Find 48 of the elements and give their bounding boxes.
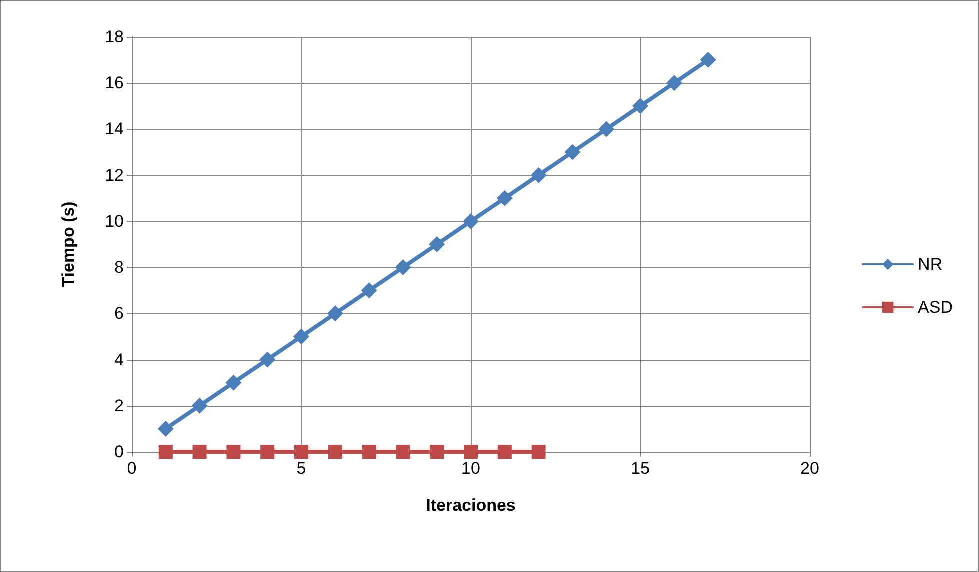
point: [294, 445, 308, 459]
y-tick-label: 10: [105, 212, 124, 231]
y-tick-label: 16: [105, 74, 124, 93]
point: [532, 445, 546, 459]
point: [598, 121, 615, 138]
point: [192, 398, 208, 414]
point: [666, 75, 682, 92]
x-tick-label: 5: [296, 459, 306, 478]
x-tick-label: 20: [800, 459, 820, 478]
point: [294, 328, 310, 345]
point: [226, 445, 241, 459]
y-tick-label: 18: [105, 28, 124, 46]
point: [463, 213, 479, 230]
y-tick-label: 0: [114, 442, 124, 462]
point: [361, 282, 378, 299]
y-axis-title: Tiempo (s): [59, 202, 78, 288]
point: [327, 306, 344, 322]
point: [564, 144, 581, 160]
y-tick-label: 2: [114, 396, 124, 416]
point: [260, 445, 275, 459]
x-tick-label: 10: [462, 459, 480, 478]
x-tick-label: 0: [127, 459, 137, 478]
point: [226, 374, 242, 391]
x-tick-label: 15: [631, 459, 650, 478]
y-tick-label: 4: [114, 350, 124, 370]
point: [260, 352, 276, 368]
point: [396, 445, 410, 459]
point: [395, 260, 412, 276]
point: [430, 445, 444, 459]
point: [429, 236, 446, 252]
point: [700, 52, 716, 68]
point: [158, 420, 174, 437]
point: [498, 445, 512, 459]
y-tick-label: 14: [105, 120, 124, 139]
point: [328, 445, 342, 459]
point: [496, 190, 513, 206]
y-tick-label: 12: [105, 166, 124, 185]
point: [530, 167, 547, 184]
point: [192, 445, 207, 459]
legend-label: NR: [918, 255, 943, 274]
legend-label: ASD: [918, 298, 954, 317]
point: [158, 445, 173, 459]
y-tick-label: 8: [114, 258, 124, 278]
x-axis-title: Iteraciones: [426, 496, 516, 515]
y-tick-label: 6: [114, 304, 124, 324]
point: [632, 98, 648, 114]
point: [464, 445, 478, 459]
point: [362, 445, 376, 459]
